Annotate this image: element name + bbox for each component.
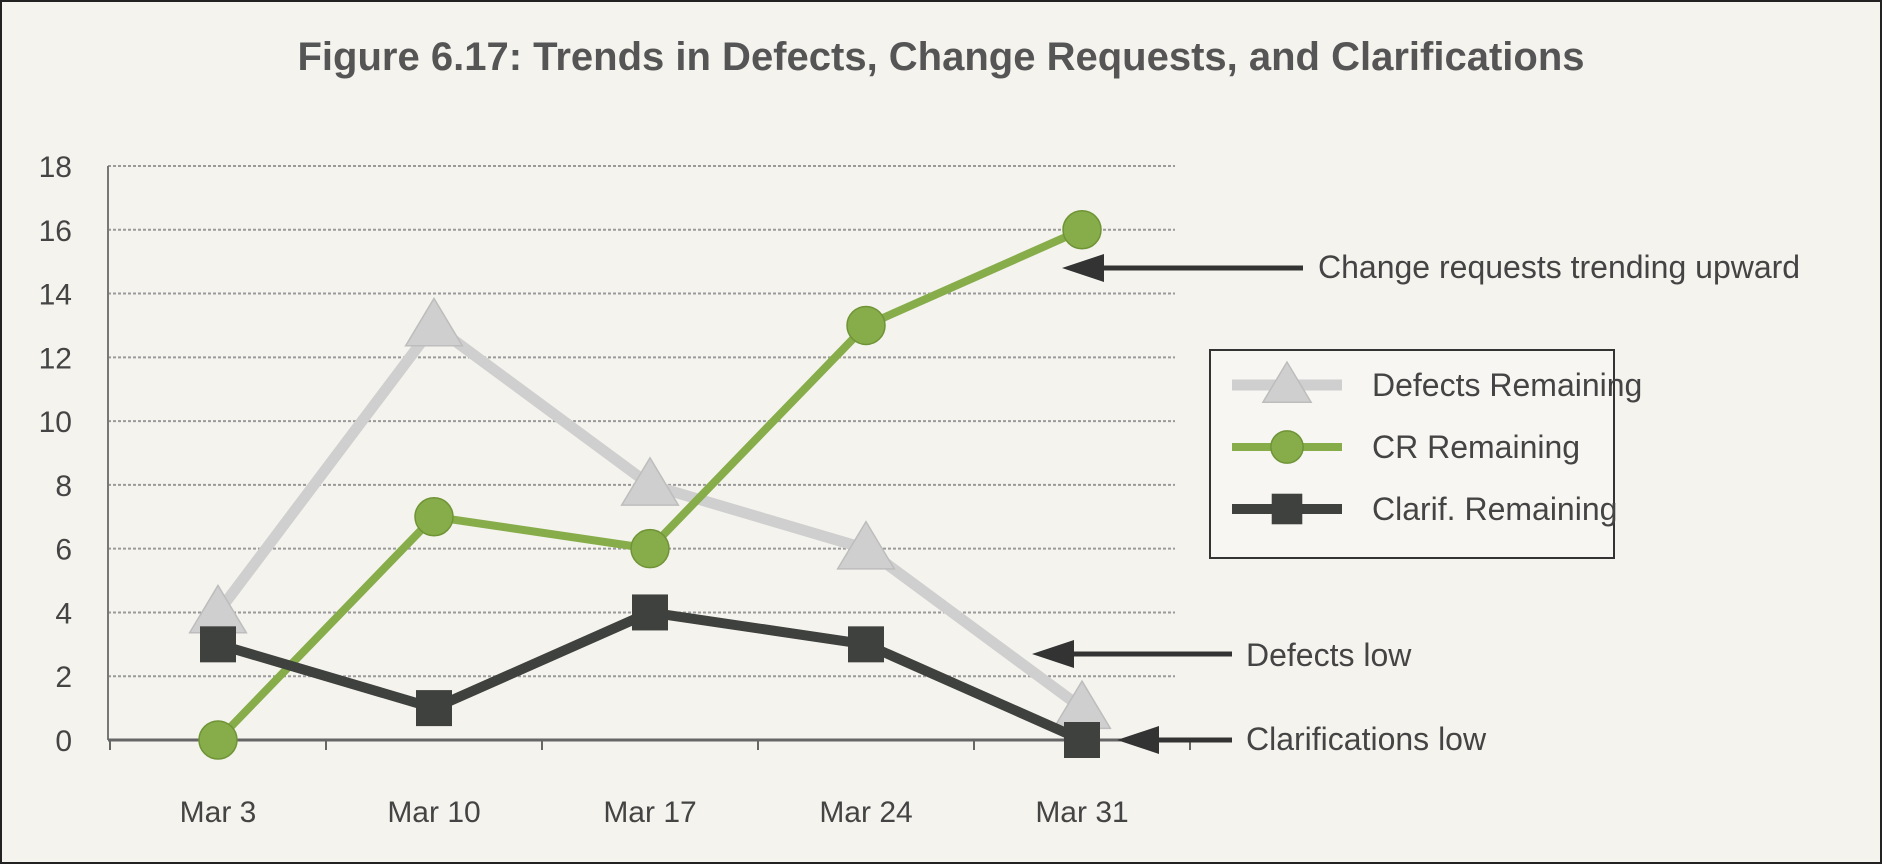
legend-item: CR Remaining: [1232, 429, 1580, 465]
data-point-circle: [846, 305, 886, 346]
annotations: Change requests trending upward Defects l…: [1032, 249, 1800, 757]
x-tick-label: Mar 24: [819, 796, 912, 829]
chart-title: Figure 6.17: Trends in Defects, Change R…: [298, 35, 1585, 79]
data-point-circle: [630, 528, 670, 569]
y-tick-label: 6: [55, 534, 72, 567]
annotation-label: Clarifications low: [1246, 721, 1487, 757]
data-point-square: [1271, 493, 1303, 525]
annotation-label: Defects low: [1246, 637, 1412, 673]
legend-label: Clarif. Remaining: [1372, 491, 1617, 527]
annotation: Defects low: [1032, 637, 1412, 673]
legend-label: CR Remaining: [1372, 429, 1580, 465]
data-point-triangle: [1261, 360, 1313, 403]
y-tick-label: 18: [39, 151, 72, 184]
y-tick-label: 8: [55, 470, 72, 503]
data-point-triangle: [620, 456, 680, 506]
legend: Defects Remaining CR Remaining Clarif. Rem…: [1209, 349, 1642, 559]
legend-item: Clarif. Remaining: [1232, 491, 1617, 527]
x-tick-label: Mar 3: [180, 796, 257, 829]
y-tick-label: 12: [39, 342, 72, 375]
y-tick-label: 10: [39, 406, 72, 439]
data-point-square: [632, 594, 668, 631]
data-point-circle: [1270, 430, 1304, 464]
y-tick-label: 2: [55, 661, 72, 694]
y-axis-ticks: 0 2 4 6 8 10 12 14 16 18: [39, 151, 72, 758]
series-cr-remaining: [198, 210, 1102, 760]
y-tick-label: 16: [39, 215, 72, 248]
x-axis-ticks: Mar 3 Mar 10 Mar 17 Mar 24 Mar 31: [180, 796, 1129, 829]
axes: [107, 166, 1191, 750]
data-point-square: [848, 626, 884, 663]
data-point-triangle: [836, 520, 896, 570]
data-point-circle: [198, 720, 238, 760]
x-tick-label: Mar 31: [1035, 796, 1128, 829]
series-defects-remaining: [188, 296, 1112, 730]
y-tick-label: 4: [55, 597, 72, 630]
data-point-square: [1064, 722, 1100, 758]
series-layer: [188, 210, 1112, 760]
x-tick-label: Mar 17: [603, 796, 696, 829]
annotation-arrow-head: [1032, 640, 1074, 668]
annotation-label: Change requests trending upward: [1318, 249, 1800, 285]
annotation-arrow-head: [1062, 254, 1104, 282]
data-point-square: [416, 690, 452, 727]
y-tick-label: 14: [39, 279, 72, 312]
data-point-square: [200, 626, 236, 663]
data-point-circle: [1062, 210, 1102, 250]
gridlines: [108, 165, 1175, 678]
legend-label: Defects Remaining: [1372, 367, 1642, 403]
annotation-arrow-head: [1117, 726, 1159, 754]
annotation: Clarifications low: [1117, 721, 1487, 757]
data-point-triangle: [404, 296, 464, 347]
data-point-circle: [414, 497, 454, 537]
annotation: Change requests trending upward: [1062, 249, 1800, 285]
legend-item: Defects Remaining: [1232, 360, 1642, 403]
y-tick-label: 0: [55, 725, 72, 758]
x-tick-label: Mar 10: [387, 796, 480, 829]
series-clarif-remaining: [200, 594, 1100, 758]
